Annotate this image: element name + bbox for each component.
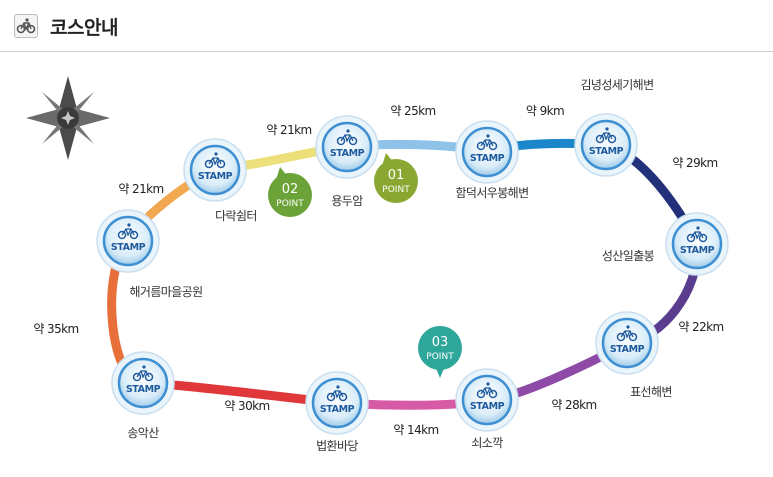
bicycle-icon — [14, 14, 38, 38]
page-title: 코스안내 — [50, 17, 118, 39]
stamp-seongsan[interactable]: STAMP — [665, 212, 729, 276]
station-label-darak: 다락쉼터 — [215, 209, 257, 223]
stamp-text: STAMP — [680, 245, 715, 256]
bicycle-icon — [616, 325, 638, 342]
distance-label-seongsan-pyoseon: 약 22km — [678, 319, 723, 334]
bicycle-icon — [326, 385, 348, 402]
stamp-songaksan[interactable]: STAMP — [111, 351, 175, 415]
station-label-gimnyeong: 김녕성세기해변 — [580, 78, 653, 92]
point-marker-01[interactable]: 01 POINT — [374, 153, 418, 203]
distance-label-hamdeok-gimnyeong: 약 9km — [526, 103, 564, 118]
point-marker-02[interactable]: 02 POINT — [268, 167, 312, 217]
station-label-haegeoreum: 해거름마을공원 — [129, 285, 202, 299]
distance-label-darak-yongduam: 약 21km — [266, 122, 311, 137]
stamp-yongduam[interactable]: STAMP — [315, 115, 379, 179]
distance-label-yongduam-hamdeok: 약 25km — [390, 103, 435, 118]
point-number: 02 — [282, 182, 299, 197]
bicycle-icon — [204, 152, 226, 169]
stamp-pyoseon[interactable]: STAMP — [595, 311, 659, 375]
stamp-text: STAMP — [320, 404, 355, 415]
stamp-hamdeok[interactable]: STAMP — [455, 120, 519, 184]
stamp-gimnyeong[interactable]: STAMP — [574, 113, 638, 177]
bicycle-icon — [686, 226, 708, 243]
stamp-text: STAMP — [126, 384, 161, 395]
page-header: 코스안내 — [0, 0, 773, 52]
point-marker-03[interactable]: 03 POINT — [418, 326, 462, 378]
stamp-text: STAMP — [198, 171, 233, 182]
distance-label-beophwan-songaksan: 약 30km — [224, 398, 269, 413]
compass-rose-icon — [26, 76, 110, 160]
compass-letter-s: S — [52, 146, 59, 157]
distance-label-songaksan-haegeoreum: 약 35km — [33, 321, 78, 336]
bicycle-icon — [117, 223, 139, 240]
station-label-beophwan: 법환바당 — [316, 439, 358, 453]
stamp-text: STAMP — [330, 148, 365, 159]
compass-letter-e: E — [91, 123, 98, 134]
stamp-text: STAMP — [111, 242, 146, 253]
bicycle-icon — [476, 134, 498, 151]
compass-letter-n: N — [76, 80, 85, 91]
bicycle-icon — [595, 127, 617, 144]
distance-label-gimnyeong-seongsan: 약 29km — [672, 155, 717, 170]
stamp-beophwan[interactable]: STAMP — [305, 371, 369, 435]
point-word: POINT — [276, 199, 304, 209]
stamp-soesokkak[interactable]: STAMP — [455, 368, 519, 432]
distance-label-haegeoreum-darak: 약 21km — [118, 181, 163, 196]
station-label-yongduam: 용두암 — [331, 194, 363, 208]
compass-letter-w: W — [32, 103, 44, 114]
bicycle-icon — [132, 365, 154, 382]
stamp-text: STAMP — [470, 401, 505, 412]
distance-label-pyoseon-soesokkak: 약 28km — [551, 397, 596, 412]
bicycle-icon — [476, 382, 498, 399]
bicycle-icon — [336, 129, 358, 146]
stamp-text: STAMP — [610, 344, 645, 355]
stamp-haegeoreum[interactable]: STAMP — [96, 209, 160, 273]
station-label-soesokkak: 쇠소깍 — [471, 436, 503, 450]
station-label-pyoseon: 표선해변 — [630, 385, 672, 399]
distance-label-soesokkak-beophwan: 약 14km — [393, 422, 438, 437]
point-number: 01 — [388, 168, 405, 183]
course-map: N E S W STAMP STAMP STAMP STAMP STAMP STAMP STAMP… — [26, 76, 729, 453]
point-number: 03 — [432, 335, 449, 350]
station-label-songaksan: 송악산 — [127, 426, 159, 440]
stamp-text: STAMP — [589, 146, 624, 157]
station-label-seongsan: 성산일출봉 — [602, 249, 655, 263]
station-label-hamdeok: 함덕서우봉해변 — [455, 186, 528, 200]
stamp-text: STAMP — [470, 153, 505, 164]
point-word: POINT — [426, 352, 454, 362]
point-word: POINT — [382, 185, 410, 195]
stamp-darak[interactable]: STAMP — [183, 138, 247, 202]
